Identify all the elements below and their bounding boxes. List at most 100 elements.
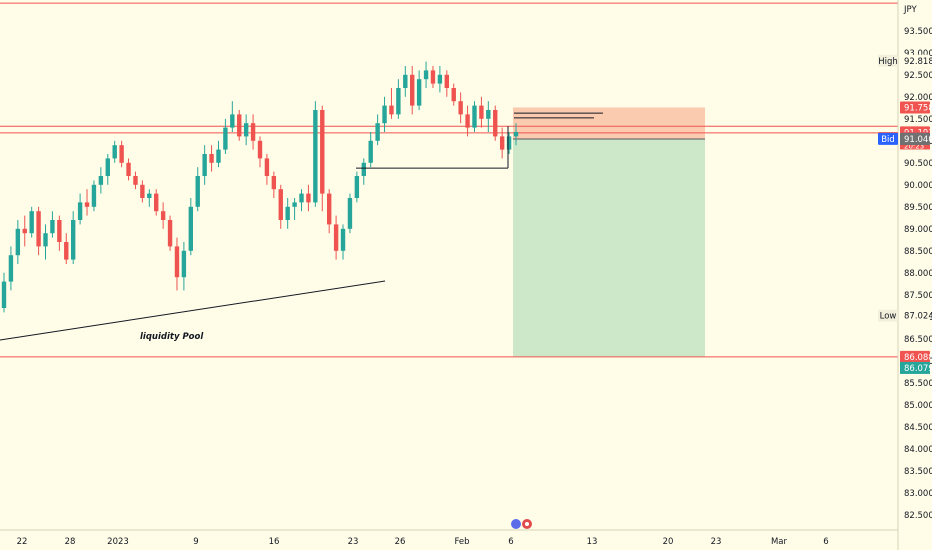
candle[interactable] <box>209 145 214 172</box>
candle-body <box>22 228 27 234</box>
candle[interactable] <box>84 189 90 216</box>
target-tag[interactable]: 86.088 <box>900 350 932 363</box>
candle-body <box>285 206 290 220</box>
candle[interactable] <box>174 237 180 291</box>
candle[interactable] <box>493 105 498 141</box>
candle[interactable] <box>458 92 463 124</box>
candle[interactable] <box>472 101 477 132</box>
candle[interactable] <box>416 70 422 110</box>
candle[interactable] <box>237 110 242 141</box>
candle[interactable] <box>29 206 34 238</box>
candle[interactable] <box>154 189 159 216</box>
candle[interactable] <box>340 224 346 260</box>
candle[interactable] <box>410 66 415 115</box>
candle[interactable] <box>223 118 228 154</box>
currency-label: JPY <box>903 5 917 15</box>
candle[interactable] <box>361 158 366 185</box>
candle[interactable] <box>285 198 290 229</box>
candle[interactable] <box>64 233 69 264</box>
candle[interactable] <box>15 220 21 264</box>
risk-zone[interactable] <box>513 107 705 140</box>
candle[interactable] <box>423 61 429 88</box>
candle-body <box>57 220 62 242</box>
x-tick-label: 16 <box>269 537 280 547</box>
candle[interactable] <box>292 198 297 220</box>
candle[interactable] <box>430 66 436 88</box>
candle[interactable] <box>1 272 7 313</box>
candle[interactable] <box>437 66 443 93</box>
candle-body <box>264 158 270 176</box>
candle[interactable] <box>98 167 104 194</box>
candle[interactable] <box>216 140 221 168</box>
candle[interactable] <box>181 242 187 291</box>
candle[interactable] <box>347 193 353 234</box>
x-tick-label: 13 <box>587 537 598 547</box>
candle[interactable] <box>243 114 249 146</box>
candle[interactable] <box>465 105 470 137</box>
candle[interactable] <box>140 180 145 203</box>
candle[interactable] <box>91 180 97 212</box>
candle[interactable] <box>264 154 270 185</box>
candle[interactable] <box>77 193 83 225</box>
candle[interactable] <box>195 167 200 212</box>
candle[interactable] <box>8 246 14 291</box>
candle[interactable] <box>202 145 207 185</box>
candle[interactable] <box>326 189 332 234</box>
candle[interactable] <box>167 215 173 251</box>
candle[interactable] <box>354 171 360 203</box>
candle[interactable] <box>160 202 166 229</box>
low-tag[interactable]: 87.024 Low <box>878 309 932 322</box>
gray-tag[interactable]: 91.040 <box>900 133 932 146</box>
candle[interactable] <box>444 70 450 97</box>
candle[interactable] <box>50 211 55 238</box>
candle[interactable] <box>119 140 124 168</box>
candle[interactable] <box>299 189 304 212</box>
liquidity-trendline[interactable] <box>0 280 386 341</box>
candle[interactable] <box>375 114 380 146</box>
candle[interactable] <box>278 184 283 229</box>
y-tick-label: 87.500 <box>904 291 932 301</box>
candle[interactable] <box>133 171 138 190</box>
candle[interactable] <box>513 123 519 146</box>
candle[interactable] <box>313 101 318 207</box>
candle[interactable] <box>126 158 131 181</box>
candle[interactable] <box>112 140 117 163</box>
x-tick-label: 23 <box>711 537 722 547</box>
candle[interactable] <box>499 127 505 159</box>
stop-tag[interactable]: 91.758 <box>900 101 932 114</box>
candle[interactable] <box>147 189 152 207</box>
candle[interactable] <box>57 215 62 251</box>
reward-zone[interactable] <box>513 139 705 357</box>
countdown-value: 20:23 <box>904 142 924 150</box>
candle[interactable] <box>479 96 484 128</box>
candle[interactable] <box>403 66 408 97</box>
candle[interactable] <box>105 154 110 185</box>
candle[interactable] <box>188 198 194 256</box>
candle[interactable] <box>368 132 373 168</box>
candle[interactable] <box>36 206 41 256</box>
candle[interactable] <box>320 105 325 212</box>
candle[interactable] <box>271 171 277 198</box>
candle[interactable] <box>333 215 339 260</box>
candle[interactable] <box>22 215 27 247</box>
target2-tag[interactable]: 86.079 <box>900 361 932 374</box>
candle[interactable] <box>257 136 263 168</box>
lightning-event-icon[interactable] <box>511 519 521 529</box>
candle[interactable] <box>306 184 311 212</box>
candle[interactable] <box>250 114 256 150</box>
candle[interactable] <box>70 211 76 264</box>
candle[interactable] <box>230 101 235 132</box>
candle[interactable] <box>486 101 491 132</box>
high-tag[interactable]: 92.818 High <box>878 54 932 67</box>
candle-body <box>112 145 117 159</box>
event-icons[interactable] <box>511 519 532 529</box>
candle[interactable] <box>506 132 512 154</box>
candle[interactable] <box>382 96 387 132</box>
candle[interactable] <box>43 224 48 260</box>
candle[interactable] <box>389 88 394 119</box>
candle[interactable] <box>451 83 456 106</box>
candle[interactable] <box>396 79 401 119</box>
candle-body <box>326 193 332 225</box>
